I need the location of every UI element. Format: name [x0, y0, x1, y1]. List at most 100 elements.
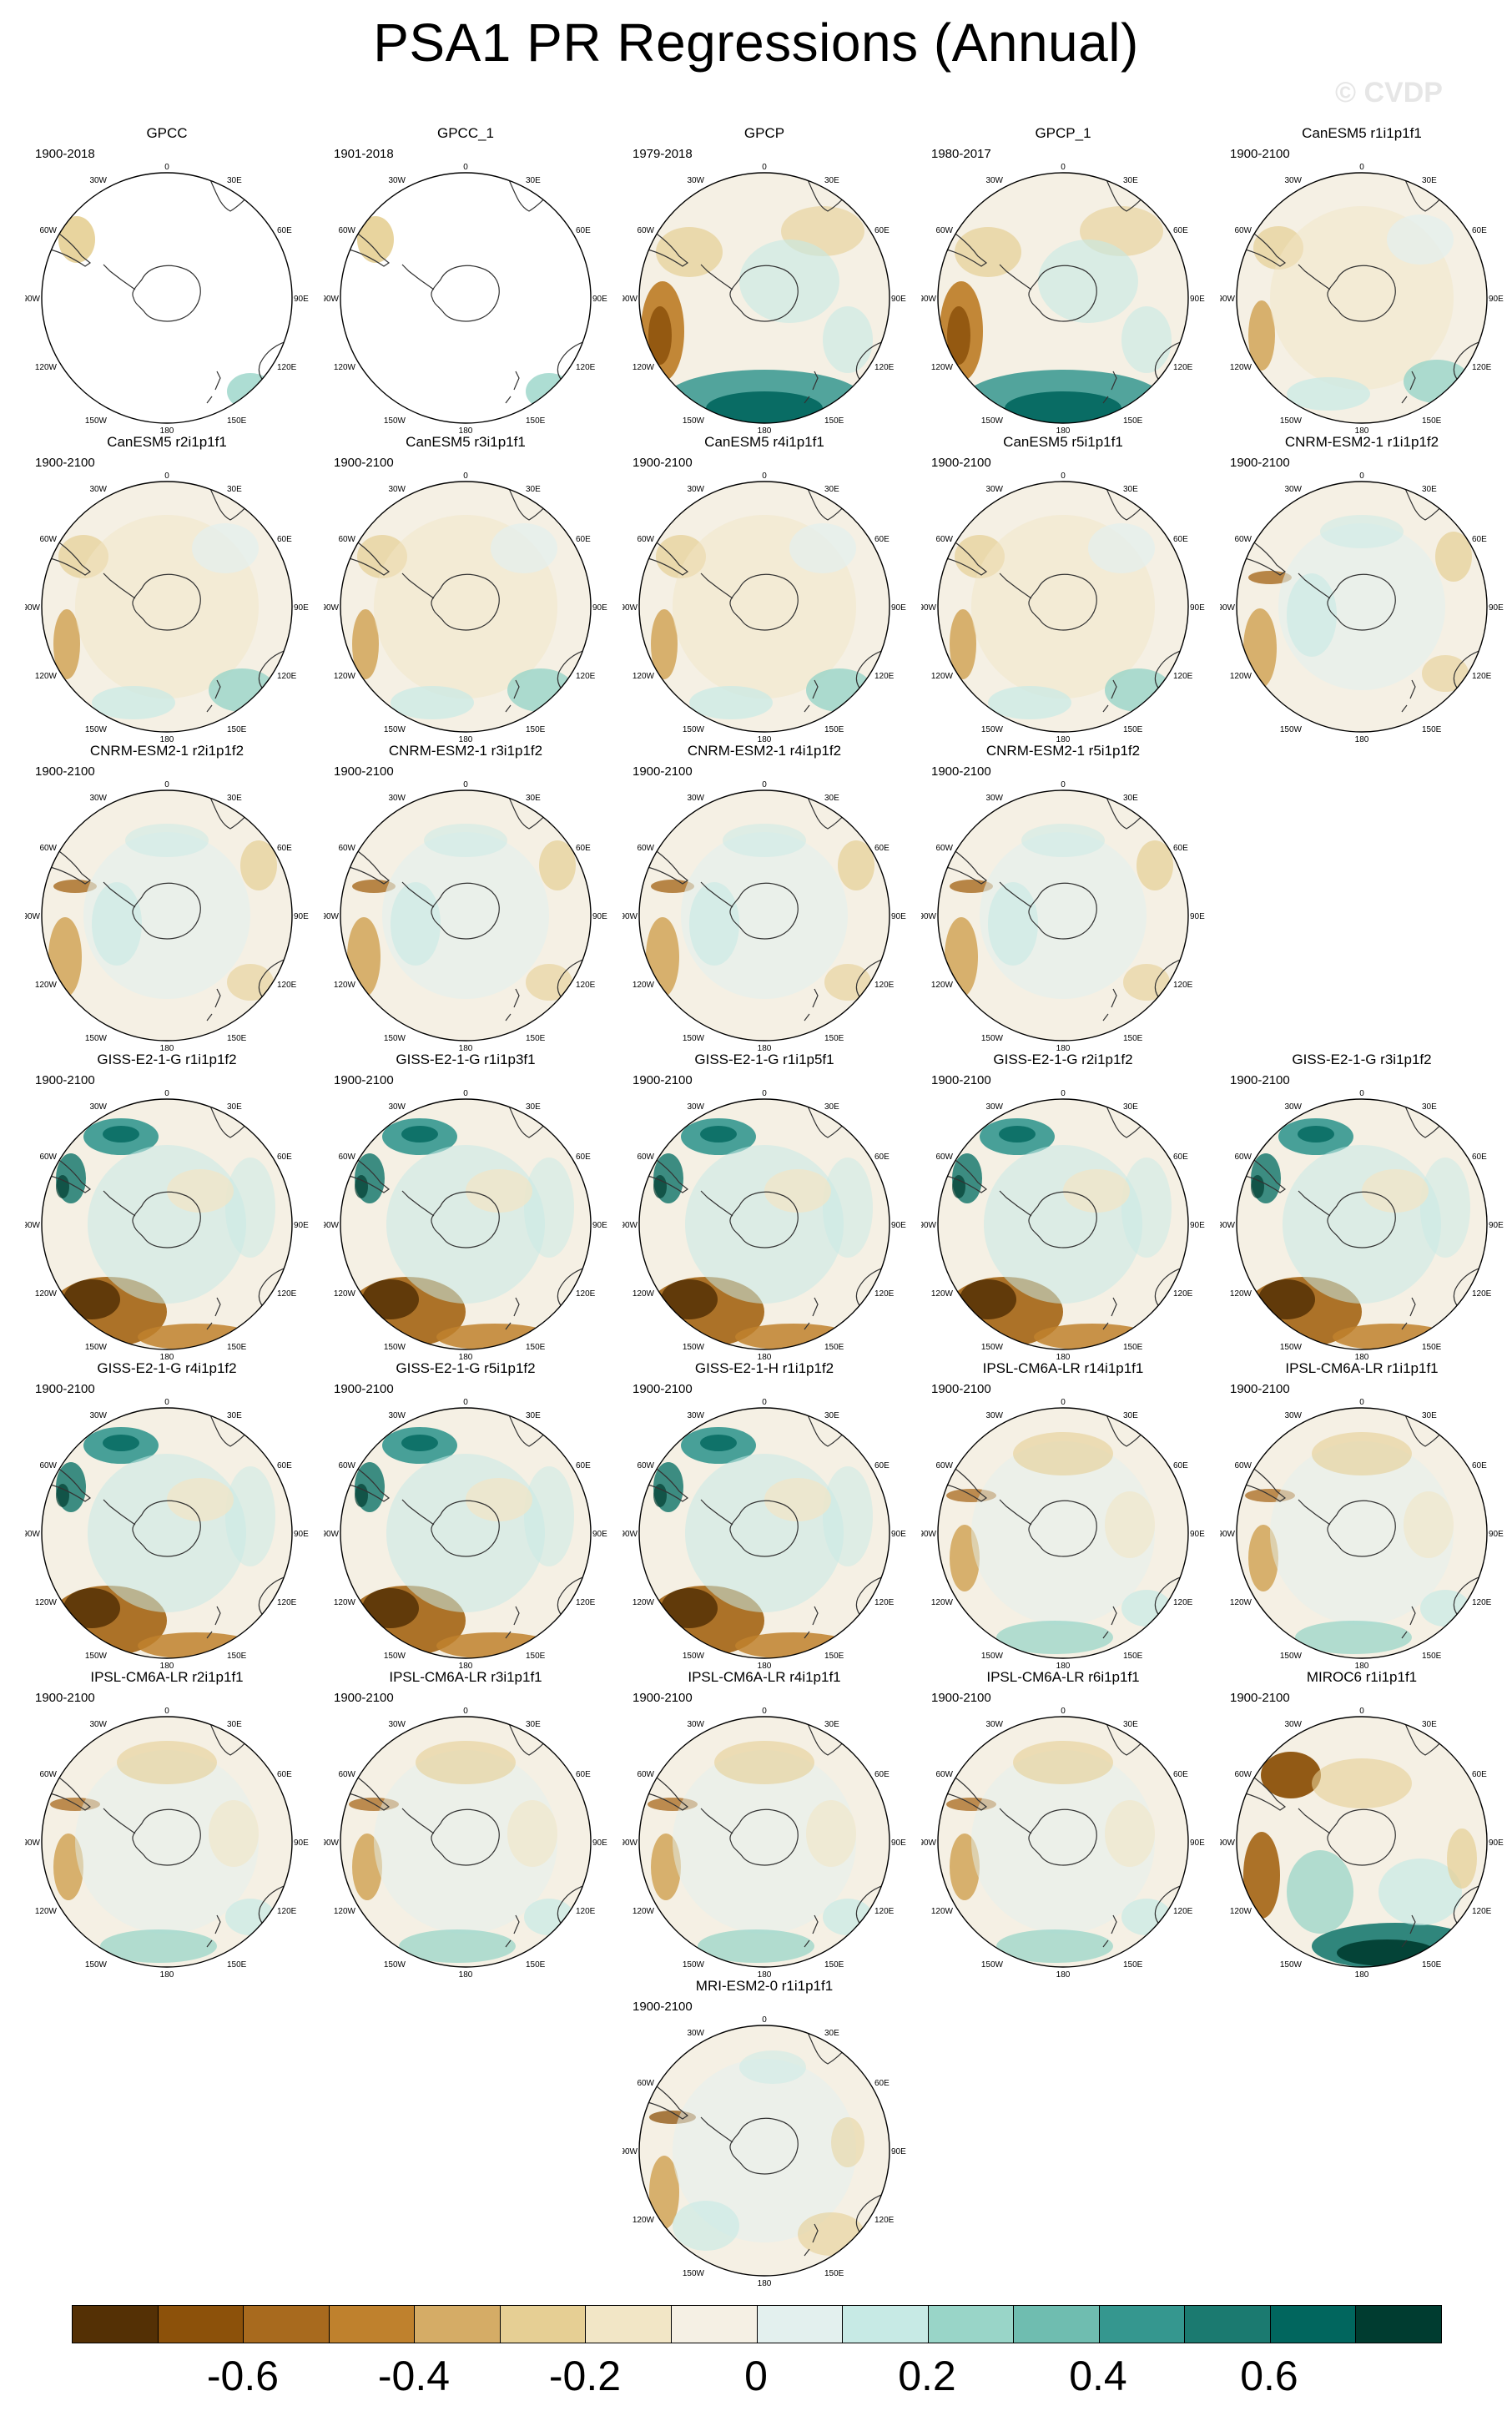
longitude-label: 60W — [1234, 226, 1252, 235]
map-boundary — [1236, 172, 1488, 424]
longitude-label: 150E — [824, 725, 844, 734]
longitude-label: 120W — [334, 1907, 356, 1916]
antarctic-peninsula — [1298, 264, 1331, 290]
anomaly-patch — [723, 824, 806, 857]
anomaly-patch — [1243, 1832, 1280, 1919]
panel-years: 1900-2100 — [334, 1691, 394, 1705]
antarctica-coastline — [1327, 1191, 1396, 1248]
longitude-label: 0 — [1359, 1707, 1364, 1716]
map-boundary — [1236, 1407, 1488, 1659]
anomaly-patch — [56, 1484, 69, 1507]
map-panel: GPCP 1979-2018 0 30W 30E 60W 60E 90W 90E 120W 120E… — [622, 125, 906, 436]
longitude-label: 30W — [985, 485, 1003, 494]
anomaly-patch — [357, 216, 394, 263]
map-boundary — [638, 1407, 890, 1659]
australia-coastline — [855, 1265, 890, 1310]
panel-years: 1900-2100 — [334, 1382, 394, 1396]
longitude-label: 90E — [891, 1221, 906, 1230]
polar-map: 0 30W 30E 60W 60E 90W 90E 120W 120E 150W 180 150E — [1220, 1398, 1504, 1671]
longitude-label: 60W — [39, 535, 57, 544]
antarctica-coastline — [132, 265, 201, 322]
map-panel: GISS-E2-1-G r5i1p1f2 1900-2100 0 30W 30E 60W 6… — [324, 1360, 607, 1671]
panel-title: CanESM5 r1i1p1f1 — [1302, 125, 1422, 141]
longitude-label: 60W — [338, 1153, 355, 1162]
panel-title: GISS-E2-1-H r1i1p1f2 — [694, 1360, 834, 1376]
antarctic-peninsula — [999, 264, 1032, 290]
anomaly-patch — [1362, 1169, 1429, 1213]
anomaly-patch — [1378, 1859, 1462, 1925]
anomaly-patch — [56, 1175, 69, 1198]
longitude-label: 150W — [981, 1652, 1004, 1661]
antarctic-peninsula — [103, 1190, 136, 1217]
longitude-label: 60E — [1173, 1770, 1188, 1779]
map-boundary — [340, 1716, 592, 1968]
longitude-label: 180 — [160, 1970, 174, 1980]
longitude-label: 120E — [1472, 1289, 1492, 1299]
longitude-label: 30E — [1123, 176, 1138, 185]
map-panel: GISS-E2-1-G r2i1p1f2 1900-2100 0 30W 30E 60W 6… — [921, 1052, 1205, 1362]
colorbar-swatch — [928, 2306, 1015, 2343]
anomaly-patch — [1404, 1491, 1454, 1558]
map-boundary — [937, 1716, 1189, 1968]
longitude-label: 90E — [891, 1530, 906, 1539]
antarctica-coastline — [729, 573, 799, 631]
longitude-label: 120W — [931, 1289, 954, 1299]
anomaly-patch — [399, 1929, 516, 1963]
longitude-label: 60W — [338, 226, 355, 235]
anomaly-patch — [63, 1588, 120, 1628]
new-zealand-coastline — [1401, 1297, 1416, 1330]
colorbar-swatch — [586, 2306, 672, 2343]
panel-title: CNRM-ESM2-1 r2i1p1f2 — [89, 743, 244, 759]
longitude-label: 30E — [824, 1411, 839, 1420]
longitude-label: 60E — [1173, 226, 1188, 235]
panel-years: 1900-2100 — [633, 456, 693, 470]
anomaly-patch — [167, 1478, 234, 1521]
map-panel: IPSL-CM6A-LR r3i1p1f1 1900-2100 0 30W 30E 60W… — [324, 1669, 607, 1980]
map-panel: CanESM5 r4i1p1f1 1900-2100 0 30W 30E 60W 60E 90… — [622, 434, 906, 744]
longitude-label: 60E — [576, 844, 591, 853]
longitude-label: 120E — [1173, 1289, 1193, 1299]
anomaly-patch — [1105, 1800, 1155, 1867]
longitude-label: 30W — [687, 1720, 704, 1729]
map-boundary — [41, 481, 293, 733]
longitude-label: 150W — [981, 1960, 1004, 1970]
australia-coastline — [557, 339, 591, 384]
longitude-label: 180 — [1056, 735, 1071, 744]
longitude-label: 150E — [1123, 416, 1143, 426]
anomaly-patch — [789, 523, 856, 573]
panel-years: 1900-2100 — [633, 2000, 693, 2014]
antarctica-coastline — [1327, 265, 1396, 322]
new-zealand-coastline — [1401, 679, 1416, 713]
panel-title: GPCC_1 — [436, 125, 495, 141]
longitude-label: 30W — [89, 1411, 107, 1420]
longitude-label: 30E — [526, 1102, 541, 1112]
longitude-label: 120E — [1472, 1907, 1492, 1916]
anomaly-patch — [100, 1929, 217, 1963]
map-panel: IPSL-CM6A-LR r14i1p1f1 1900-2100 0 30W 30E 60… — [921, 1360, 1205, 1671]
longitude-label: 180 — [459, 426, 473, 436]
anomaly-patch — [58, 216, 95, 263]
antarctic-peninsula — [700, 881, 733, 908]
anomaly-patch — [996, 1621, 1113, 1654]
australia-coastline — [855, 648, 890, 693]
longitude-label: 180 — [1355, 426, 1369, 436]
new-zealand-coastline — [804, 1297, 819, 1330]
longitude-label: 0 — [762, 1089, 767, 1098]
new-zealand-coastline — [804, 1914, 819, 1948]
polar-map: 0 30W 30E 60W 60E 90W 90E 120W 120E 150W 180 150E — [324, 1089, 607, 1362]
new-zealand-coastline — [804, 2223, 819, 2257]
anomaly-patch — [391, 882, 441, 966]
longitude-label: 90E — [1190, 912, 1205, 921]
anomaly-patch — [739, 240, 839, 323]
antarctic-peninsula — [700, 2116, 733, 2143]
longitude-label: 0 — [463, 1398, 468, 1407]
longitude-label: 30W — [1284, 485, 1302, 494]
panel-title: CNRM-ESM2-1 r3i1p1f2 — [388, 743, 543, 759]
longitude-label: 60W — [637, 535, 654, 544]
panel-title: GISS-E2-1-G r5i1p1f2 — [396, 1360, 536, 1376]
anomaly-patch — [947, 306, 970, 365]
panel-years: 1900-2100 — [35, 456, 95, 470]
anomaly-patch — [689, 686, 773, 719]
longitude-label: 30W — [985, 1720, 1003, 1729]
antarctica-coastline — [729, 882, 799, 940]
